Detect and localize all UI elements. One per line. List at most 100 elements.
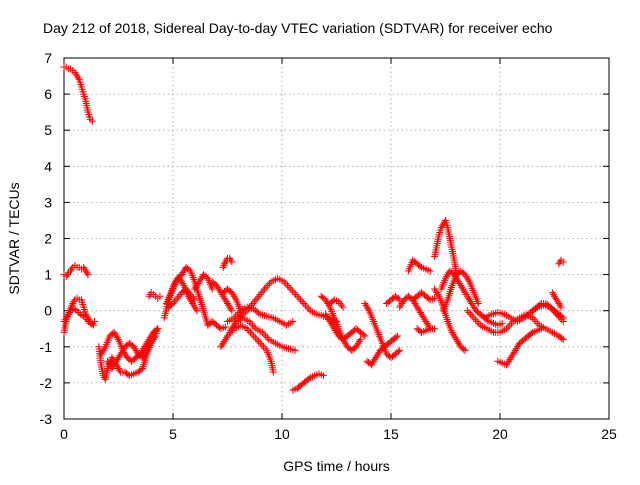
data-point (86, 319, 94, 327)
data-point (221, 260, 229, 268)
data-point (228, 289, 236, 297)
data-point (295, 294, 303, 302)
data-point (259, 343, 267, 351)
data-point (412, 301, 420, 309)
data-point (234, 314, 242, 322)
data-point (228, 325, 236, 333)
data-point (250, 298, 258, 306)
data-point (67, 307, 75, 315)
data-point (333, 328, 340, 336)
data-point (100, 345, 108, 353)
data-point (116, 352, 124, 360)
data-point (130, 343, 138, 351)
data-point (111, 359, 119, 367)
data-point (179, 269, 187, 277)
data-series (191, 271, 216, 293)
chart-title: Day 212 of 2018, Sidereal Day-to-day VTE… (43, 20, 553, 36)
data-point (228, 258, 236, 266)
data-point (280, 278, 288, 286)
data-point (236, 312, 244, 320)
data-point (113, 334, 121, 342)
data-point (455, 278, 463, 286)
data-point (503, 361, 511, 369)
data-point (465, 309, 473, 317)
data-point (189, 294, 197, 302)
data-series (383, 292, 404, 307)
data-point (468, 299, 476, 307)
x-tick-label: 15 (383, 426, 399, 442)
data-point (442, 274, 449, 282)
data-point (108, 364, 116, 372)
data-point (247, 301, 255, 309)
data-point (225, 330, 233, 338)
data-point (185, 289, 193, 297)
data-point (305, 375, 313, 383)
data-point (249, 321, 257, 329)
data-point (251, 334, 259, 342)
data-point (443, 272, 451, 280)
data-point (508, 352, 516, 360)
data-point (329, 323, 337, 331)
data-point (191, 296, 199, 304)
data-point (461, 346, 469, 354)
data-point (249, 299, 257, 307)
data-point (394, 332, 402, 340)
data-point (109, 363, 117, 371)
data-point (416, 309, 424, 317)
data-point (506, 355, 514, 363)
data-point (246, 328, 254, 336)
data-point (555, 299, 563, 307)
y-tick-label: -2 (40, 375, 53, 391)
data-point (225, 301, 233, 309)
data-point (426, 267, 434, 275)
data-point (353, 341, 361, 349)
data-point (224, 332, 231, 340)
data-series (361, 299, 404, 362)
data-point (456, 280, 464, 288)
data-point (115, 364, 122, 372)
data-point (433, 289, 441, 297)
data-point (555, 260, 563, 268)
x-axis-title: GPS time / hours (283, 458, 390, 474)
y-tick-label: 7 (44, 50, 52, 66)
y-tick-label: 5 (44, 122, 52, 138)
data-point (557, 303, 565, 311)
data-point (468, 312, 476, 320)
data-point (227, 256, 235, 264)
data-point (191, 285, 199, 293)
data-point (226, 254, 234, 262)
data-point (411, 299, 419, 307)
data-point (190, 301, 198, 309)
data-point (241, 308, 249, 316)
data-point (467, 310, 475, 318)
y-tick-label: 4 (44, 158, 52, 174)
data-point (117, 350, 125, 358)
data-point (214, 283, 222, 291)
y-tick-label: 2 (44, 231, 52, 247)
data-point (414, 305, 422, 313)
x-tick-label: 25 (601, 426, 617, 442)
data-point (178, 278, 186, 286)
data-point (444, 271, 452, 279)
data-series (165, 285, 199, 311)
data-point (505, 357, 513, 365)
data-point (458, 283, 466, 291)
data-point (559, 314, 567, 322)
data-point (192, 305, 200, 313)
data-point (261, 285, 269, 293)
data-point (131, 345, 139, 353)
data-point (418, 310, 426, 318)
data-point (181, 286, 189, 294)
data-point (110, 328, 118, 336)
data-point (138, 354, 146, 362)
data-point (461, 271, 469, 279)
data-point (554, 298, 562, 306)
data-point (113, 355, 121, 363)
data-point (470, 314, 478, 322)
data-point (70, 298, 78, 306)
data-point (460, 345, 468, 353)
data-point (168, 301, 176, 309)
data-point (367, 361, 375, 369)
data-point (170, 298, 178, 306)
data-point (245, 305, 253, 313)
